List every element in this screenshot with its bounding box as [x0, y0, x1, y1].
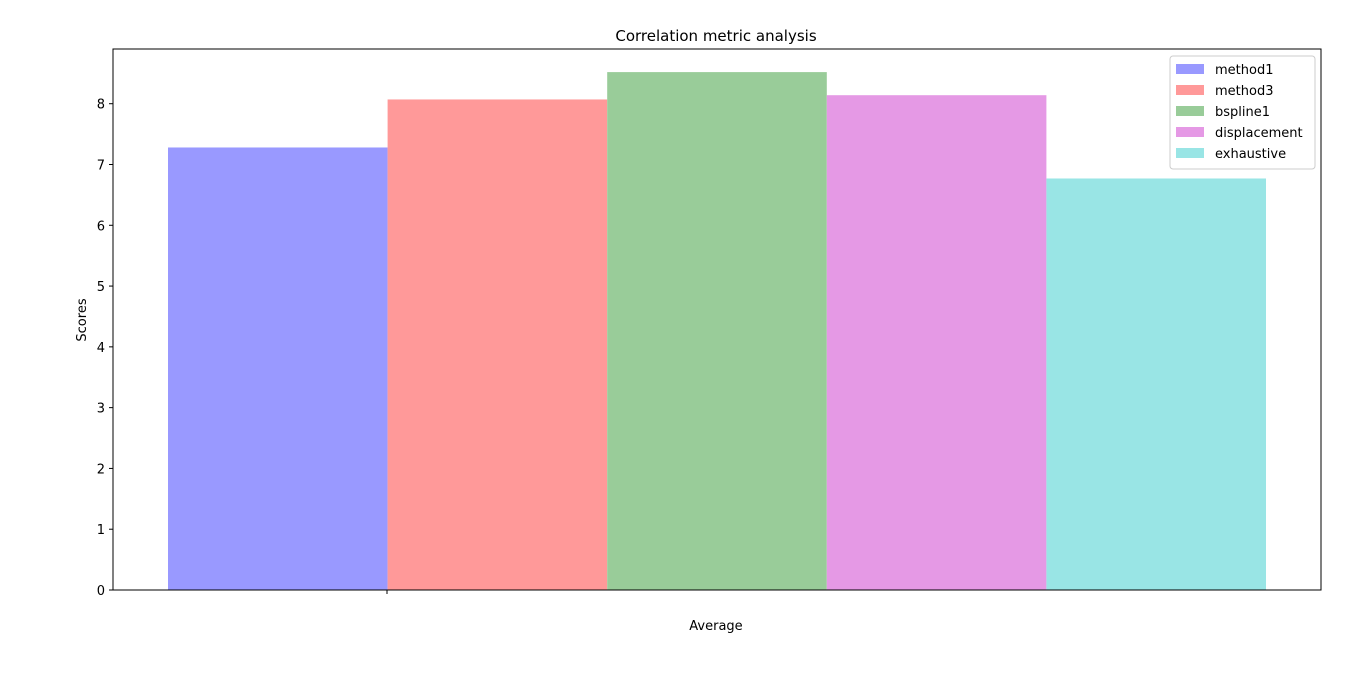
- y-tick-label: 1: [97, 523, 105, 538]
- y-tick-label: 4: [97, 341, 105, 356]
- y-tick-label: 6: [97, 219, 105, 234]
- y-tick-label: 5: [97, 280, 105, 295]
- bar-method1: [168, 147, 388, 590]
- bar-displacement: [826, 95, 1047, 590]
- y-axis-label: Scores: [75, 298, 90, 341]
- legend-label-bspline1: bspline1: [1215, 105, 1270, 120]
- legend-label-method3: method3: [1215, 84, 1273, 99]
- legend-swatch-method3: [1176, 85, 1204, 95]
- y-tick-label: 3: [97, 402, 105, 417]
- plot-frame: [112, 48, 1322, 591]
- legend-swatch-exhaustive: [1176, 148, 1204, 158]
- legend-swatch-bspline1: [1176, 106, 1204, 116]
- bar-exhaustive: [1046, 178, 1266, 590]
- y-axis-ticks: 0 1 2 3 4 5 6 7 8: [97, 98, 113, 599]
- legend-swatch-displacement: [1176, 127, 1204, 137]
- y-tick-label: 0: [97, 584, 105, 599]
- x-axis-label: Average: [689, 619, 742, 634]
- bar-method3: [387, 99, 608, 590]
- bar-bspline1: [607, 72, 827, 590]
- legend-box: [1169, 55, 1316, 170]
- legend: method1 method3 bspline1 displacement exhaus…: [1169, 55, 1316, 170]
- chart-title: Correlation metric analysis: [615, 27, 816, 45]
- y-tick-label: 2: [97, 462, 105, 477]
- legend-swatch-method1: [1176, 64, 1204, 74]
- y-tick-label: 8: [97, 98, 105, 113]
- y-tick-label: 7: [97, 158, 105, 173]
- legend-label-exhaustive: exhaustive: [1215, 147, 1286, 162]
- legend-label-method1: method1: [1215, 63, 1273, 78]
- bars-layer: [168, 72, 1266, 590]
- legend-label-displacement: displacement: [1215, 126, 1303, 141]
